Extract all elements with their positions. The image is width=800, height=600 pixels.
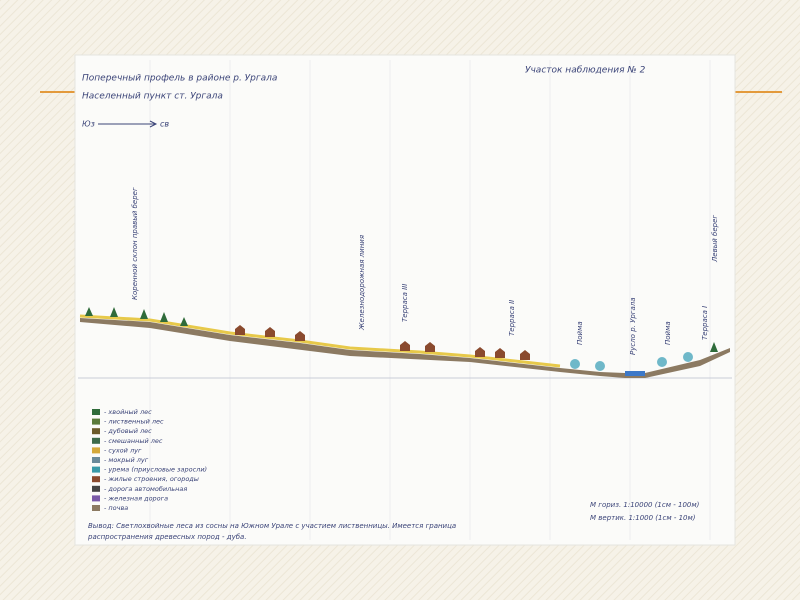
legend-label: - жилые строения, огороды	[104, 475, 199, 483]
paper	[74, 54, 736, 546]
legend-icon	[92, 437, 100, 444]
legend-icon	[92, 428, 100, 435]
legend-icon	[92, 418, 100, 425]
legend-label: - железная дорога	[104, 494, 168, 502]
soil	[80, 318, 730, 378]
legend-label: - дорога автомобильная	[104, 485, 187, 493]
legend-label: - хвойный лес	[104, 408, 152, 416]
legend-label: - сухой луг	[104, 446, 142, 454]
legend-label: - почва	[104, 504, 128, 512]
scale-text: М вертик. 1:1000 (1см - 10м)	[590, 514, 696, 522]
legend-label: - лиственный лес	[104, 418, 164, 426]
profile-label: Коренной склон правый берег	[131, 187, 139, 300]
legend-label: - смешанный лес	[104, 437, 163, 445]
profile-label: Пойма	[576, 321, 584, 345]
river	[625, 371, 645, 376]
meadow	[79, 314, 561, 368]
legend-label: - мокрый луг	[104, 456, 149, 464]
direction: Юз	[82, 120, 95, 129]
legend-icon	[92, 409, 100, 415]
profile-objects	[85, 307, 718, 371]
profile-label: Терраса II	[508, 300, 516, 336]
direction: св	[160, 120, 169, 129]
legend-label: - дубовый лес	[104, 427, 152, 435]
subtitle: Населенный пункт ст. Ургала	[82, 92, 223, 102]
conclusion: распространения древесных пород - дуба.	[87, 533, 247, 541]
legend-icon	[92, 457, 100, 463]
legend-icon	[92, 447, 100, 454]
arrow-head	[149, 120, 158, 128]
legend-icon	[92, 476, 100, 483]
profile-label: Русло р. Ургала	[629, 297, 637, 355]
plot-label: Участок наблюдения № 2	[525, 66, 646, 76]
paper-grid	[149, 60, 711, 540]
legend-icon	[92, 505, 100, 511]
conclusion: Вывод: Светлохвойные леса из сосны на Юж…	[88, 522, 456, 530]
profile-label: Пойма	[664, 321, 672, 345]
profile-label: Железнодорожная линия	[358, 235, 366, 331]
scale-text: М гориз. 1:10000 (1см - 100м)	[590, 501, 700, 509]
legend-label: - урема (приусловые заросли)	[104, 466, 207, 474]
profile-label: Левый берег	[711, 215, 719, 263]
legend-icon	[92, 495, 100, 502]
profile-label: Терраса III	[401, 284, 409, 322]
legend-icon	[92, 485, 100, 492]
title: Поперечный профель в районе р. Ургала	[82, 74, 277, 84]
profile-label: Терраса I	[701, 306, 709, 340]
legend-icon	[92, 466, 100, 473]
